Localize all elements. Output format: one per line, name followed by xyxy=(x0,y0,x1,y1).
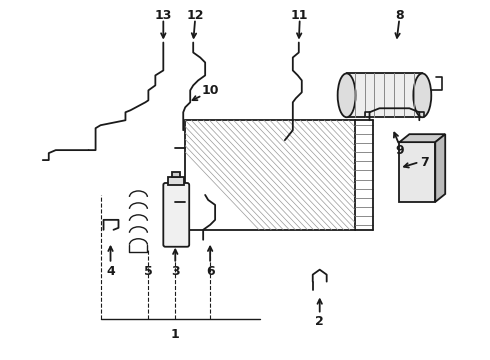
Text: 9: 9 xyxy=(395,144,404,157)
Bar xyxy=(346,73,422,117)
Text: 6: 6 xyxy=(206,265,215,278)
Text: 13: 13 xyxy=(155,9,172,22)
Polygon shape xyxy=(399,134,445,142)
Text: 12: 12 xyxy=(186,9,204,22)
Text: 1: 1 xyxy=(171,328,180,341)
Bar xyxy=(172,172,180,177)
Bar xyxy=(168,177,184,185)
Text: 8: 8 xyxy=(395,9,404,22)
Text: 10: 10 xyxy=(201,84,219,97)
Bar xyxy=(185,120,355,230)
Ellipse shape xyxy=(414,73,431,117)
Text: 5: 5 xyxy=(144,265,153,278)
Polygon shape xyxy=(435,134,445,202)
Text: 4: 4 xyxy=(106,265,115,278)
FancyBboxPatch shape xyxy=(163,183,189,247)
Text: 2: 2 xyxy=(316,315,324,328)
Text: 11: 11 xyxy=(291,9,309,22)
Text: 3: 3 xyxy=(171,265,179,278)
Bar xyxy=(399,142,435,202)
Text: 7: 7 xyxy=(420,156,429,168)
Ellipse shape xyxy=(338,73,356,117)
